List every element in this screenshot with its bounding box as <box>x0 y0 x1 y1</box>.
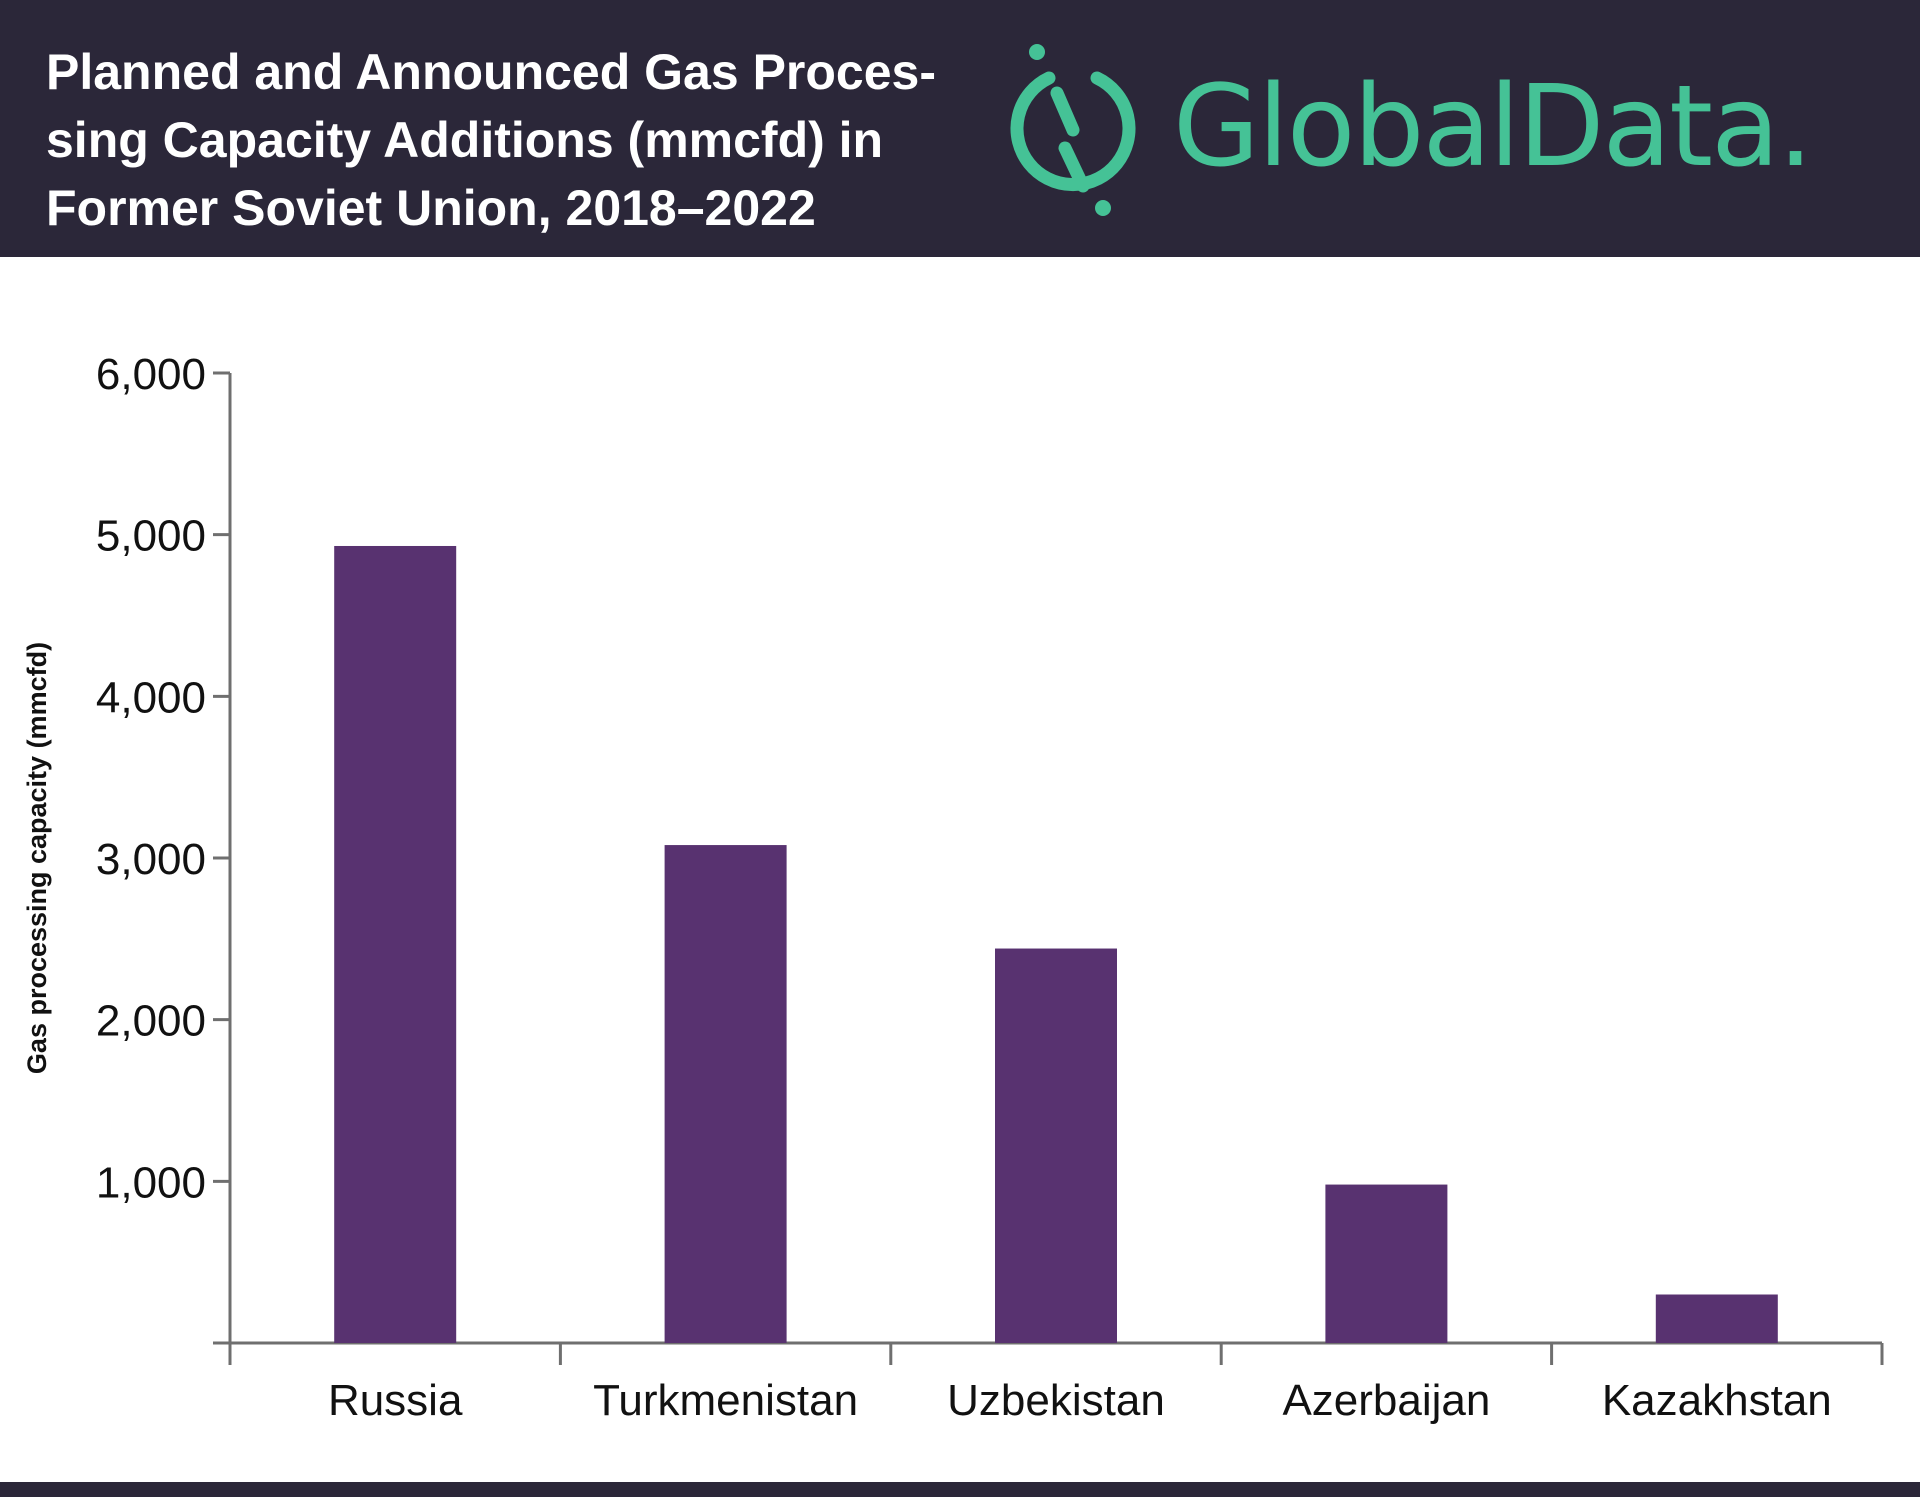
x-tick-label: Russia <box>328 1376 463 1425</box>
bar-russia <box>334 545 457 1343</box>
bar-uzbekistan <box>995 948 1117 1343</box>
bar-kazakhstan <box>1655 1294 1778 1343</box>
y-tick-label: 1,000 <box>96 1158 206 1207</box>
chart-title: Planned and Announced Gas Proces- sing C… <box>46 38 966 242</box>
y-axis-title: Gas processing capacity (mmcfd) <box>22 642 52 1074</box>
title-line-3: Former Soviet Union, 2018–2022 <box>46 180 816 236</box>
x-tick-label: Kazakhstan <box>1602 1376 1832 1425</box>
header-banner: Planned and Announced Gas Proces- sing C… <box>0 0 1920 257</box>
title-line-1: Planned and Announced Gas Proces- <box>46 44 936 100</box>
bar-turkmenistan <box>664 845 787 1343</box>
footer-bar <box>0 1482 1920 1497</box>
y-tick-label: 3,000 <box>96 835 206 884</box>
bar-azerbaijan <box>1325 1184 1448 1343</box>
globaldata-logo-icon <box>1010 44 1136 216</box>
y-tick-label: 5,000 <box>96 512 206 561</box>
title-line-2: sing Capacity Additions (mmcfd) in <box>46 112 884 168</box>
x-tick-label: Azerbaijan <box>1282 1376 1490 1425</box>
y-tick-label: 6,000 <box>96 350 206 399</box>
x-tick-label: Turkmenistan <box>593 1376 858 1425</box>
x-tick-label: Uzbekistan <box>947 1376 1165 1425</box>
y-tick-label: 4,000 <box>96 673 206 722</box>
globaldata-logo-text: GlobalData. <box>1173 62 1813 192</box>
globaldata-logo: GlobalData. <box>995 38 1895 228</box>
y-tick-label: 2,000 <box>96 997 206 1046</box>
bar-chart: 1,000 2,000 3,000 4,000 5,000 6,000 Gas proces… <box>22 350 1884 1425</box>
